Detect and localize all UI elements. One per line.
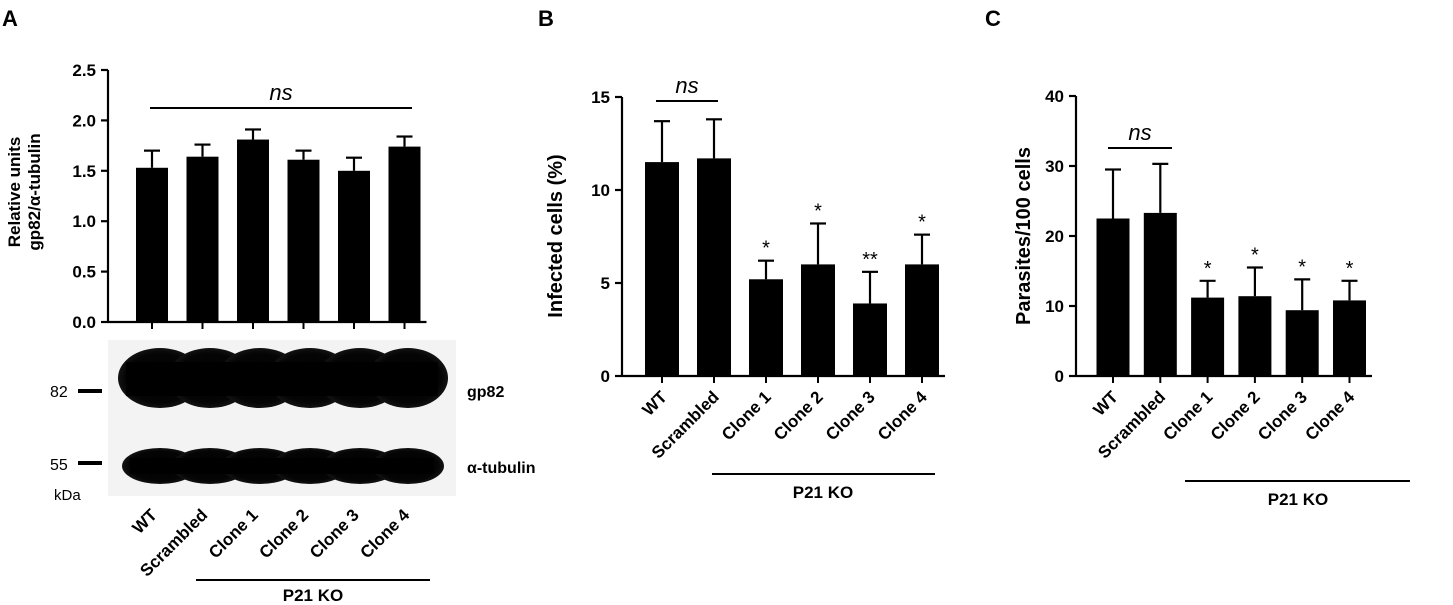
ns-label: ns [675, 73, 698, 98]
tubulin-bands [122, 448, 444, 484]
bar [1191, 297, 1225, 376]
bar [237, 139, 269, 322]
bar [1285, 310, 1319, 376]
x-category-label: Clone 2 [770, 387, 827, 444]
y-tick-label: 20 [1045, 227, 1064, 246]
x-category-label: Clone 3 [822, 387, 879, 444]
panel-letter-c: C [985, 6, 1001, 31]
tubulin-band-label: α-tubulin [467, 460, 535, 477]
panel-a-ylabel-line2: gp82/α-tubulin [25, 133, 44, 250]
significance-label: * [918, 212, 926, 234]
significance-label: ** [862, 249, 878, 271]
gp82-bands [118, 348, 448, 408]
y-axis-title: Parasites/100 cells [1013, 147, 1035, 325]
x-category-label: WT [639, 387, 672, 420]
ns-label: ns [1128, 120, 1151, 145]
y-tick-label: 1.0 [72, 212, 96, 231]
western-blot: 82 55 kDa gp82 α-tubulin [50, 336, 535, 504]
bar [1096, 218, 1130, 376]
bar [645, 162, 679, 376]
y-tick-label: 30 [1045, 157, 1064, 176]
bar [136, 167, 168, 322]
bar [749, 279, 783, 376]
y-tick-label: 10 [591, 181, 610, 200]
bar [697, 158, 731, 376]
group-label: P21 KO [1268, 490, 1328, 509]
group-label: P21 KO [283, 586, 343, 605]
y-tick-label: 0 [1055, 367, 1064, 386]
bar [1238, 296, 1272, 376]
bar [388, 146, 421, 322]
significance-label: * [1251, 245, 1259, 267]
bar [186, 156, 219, 322]
x-category-label: Clone 1 [205, 505, 262, 562]
x-category-label: WT [129, 505, 162, 538]
x-category-label: Clone 4 [356, 505, 413, 562]
bar [853, 303, 887, 376]
tubulin-band-core [130, 458, 434, 474]
kda-label: kDa [54, 487, 81, 504]
x-category-label: Clone 4 [874, 387, 931, 444]
bar [1333, 300, 1366, 376]
y-tick-label: 1.5 [72, 162, 96, 181]
x-category-label: Clone 2 [1207, 387, 1264, 444]
y-tick-label: 0.0 [72, 313, 96, 332]
y-axis-title: Infected cells (%) [545, 154, 567, 317]
bar [1143, 212, 1177, 376]
x-category-label: WT [1090, 387, 1123, 420]
y-tick-label: 2.0 [72, 111, 96, 130]
ns-label: ns [269, 80, 292, 105]
significance-label: * [762, 238, 770, 260]
panel-a-ylabel-line1: Relative units [5, 137, 24, 248]
y-tick-label: 5 [601, 274, 610, 293]
y-tick-label: 0.5 [72, 263, 96, 282]
gp82-band-core [126, 362, 438, 396]
bar [287, 159, 320, 322]
group-label: P21 KO [793, 483, 853, 502]
bar [338, 170, 370, 322]
marker-82-label: 82 [50, 384, 68, 401]
significance-label: * [1298, 256, 1306, 278]
x-category-label: Clone 4 [1301, 387, 1358, 444]
y-tick-label: 2.5 [72, 61, 96, 80]
y-tick-label: 10 [1045, 297, 1064, 316]
bar [905, 264, 939, 376]
x-category-label: Clone 2 [255, 505, 312, 562]
y-tick-label: 40 [1045, 87, 1064, 106]
panel-letter-a: A [2, 6, 18, 31]
marker-55-label: 55 [50, 457, 68, 474]
gp82-band-label: gp82 [467, 384, 504, 401]
panel-letter-b: B [538, 6, 554, 31]
bar [801, 264, 835, 376]
significance-label: * [1204, 258, 1212, 280]
y-tick-label: 15 [591, 88, 610, 107]
significance-label: * [1346, 258, 1354, 280]
x-category-label: Clone 3 [1254, 387, 1311, 444]
x-category-label: Clone 1 [718, 387, 775, 444]
significance-label: * [814, 200, 822, 222]
y-tick-label: 0 [601, 367, 610, 386]
x-category-label: Clone 3 [306, 505, 363, 562]
x-category-label: Clone 1 [1160, 387, 1217, 444]
